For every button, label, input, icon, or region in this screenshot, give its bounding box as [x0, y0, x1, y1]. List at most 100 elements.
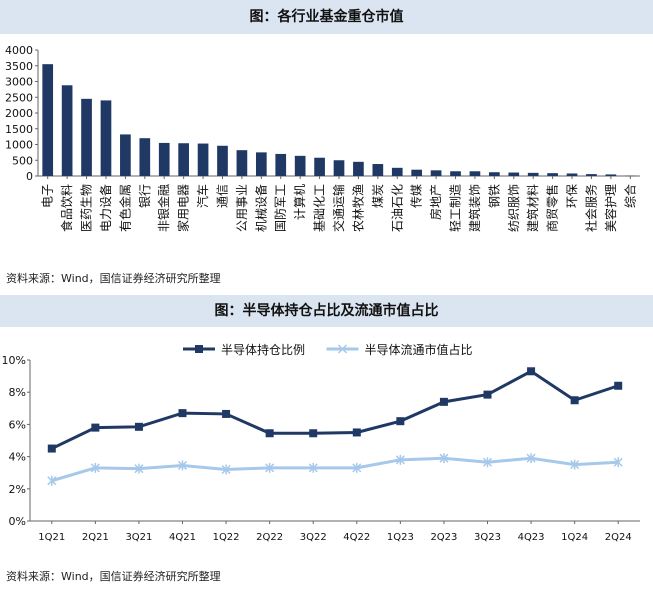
y-tick-label: 0%: [9, 515, 26, 528]
bar: [236, 150, 248, 176]
series-1-point: [134, 422, 143, 431]
bar-chart-industry-holdings: 0 500 1000 1500 2000 2500 3000 3500 4000 电子 食品饮料 医药…: [5, 44, 640, 232]
x-tick-label: 通信: [215, 184, 229, 208]
bar: [353, 161, 364, 176]
series-2-point: [613, 457, 623, 468]
x-tick-label: 商贸零售: [545, 184, 560, 232]
series-2-point: [570, 459, 580, 470]
series-2-point: [308, 462, 318, 473]
bar: [489, 172, 500, 176]
x-tick-label: 医药生物: [80, 184, 94, 232]
x-tick-label: 食品饮料: [59, 184, 74, 232]
series-2-point: [352, 462, 362, 473]
series-2-point: [482, 457, 493, 468]
series-2-point: [134, 463, 144, 474]
y-tick-label: 3000: [5, 76, 33, 89]
y-tick-label: 2500: [5, 91, 33, 104]
x-tick-label: 房地产: [428, 184, 443, 220]
x-tick-label: 综合: [622, 184, 637, 208]
bar: [61, 85, 73, 176]
bar: [314, 157, 325, 176]
series-1-point: [178, 409, 187, 418]
x-tick-label: 1Q24: [561, 532, 588, 543]
bar: [178, 143, 189, 176]
bar: [275, 153, 287, 176]
bar: [158, 142, 170, 176]
bar: [450, 171, 461, 176]
y-tick-label: 8%: [9, 386, 26, 399]
bar: [411, 169, 423, 176]
x-tick-label: 2Q21: [82, 532, 109, 543]
x-tick-label: 4Q22: [343, 532, 370, 543]
bar: [333, 160, 345, 176]
legend-item-2: 半导体流通市值占比: [326, 342, 473, 357]
series-1-point: [265, 429, 274, 438]
series-2-point: [439, 453, 449, 464]
bar: [566, 173, 578, 176]
x-tick-label: 银行: [138, 184, 152, 208]
x-tick-label: 交通运输: [331, 184, 346, 232]
y-tick-label: 6%: [9, 418, 26, 431]
legend-item-1: 半导体持仓比例: [183, 342, 305, 357]
chart1-source: 资料来源：Wind，国信证券经济研究所整理: [6, 272, 221, 285]
x-tick-label: 传媒: [409, 184, 424, 208]
series-1-point: [614, 381, 623, 390]
x-tick-label: 3Q22: [300, 532, 327, 543]
series-2-point: [47, 475, 57, 486]
bar: [624, 175, 636, 177]
x-tick-label: 机械设备: [253, 184, 268, 232]
y-tick-label: 2%: [9, 483, 26, 496]
x-tick-label: 电子: [41, 184, 55, 208]
series-1-point: [527, 367, 536, 376]
x-tick-label: 1Q22: [213, 532, 240, 543]
x-tick-label: 3Q23: [474, 532, 501, 543]
x-tick-label: 基础化工: [313, 184, 327, 232]
series-1-point: [483, 390, 492, 399]
legend-marker: [195, 345, 203, 353]
chart2-title: 图：半导体持仓占比及流通市值占比: [0, 295, 653, 327]
x-tick-label: 煤炭: [371, 184, 385, 208]
x-tick-label: 1Q21: [38, 532, 65, 543]
legend-label: 半导体流通市值占比: [365, 342, 473, 357]
bar: [217, 145, 228, 176]
series-1-point: [396, 417, 405, 426]
x-tick-label: 2Q22: [256, 532, 283, 543]
bar: [42, 64, 54, 176]
bar: [527, 172, 539, 176]
x-tick-label: 建筑装饰: [467, 184, 482, 232]
x-tick-label: 建筑材料: [525, 184, 540, 232]
x-tick-label: 汽车: [195, 184, 210, 208]
x-tick-label: 石油石化: [390, 184, 404, 232]
x-tick-label: 4Q21: [169, 532, 196, 543]
series-1-point: [439, 397, 448, 406]
bar: [372, 164, 384, 176]
bar: [255, 152, 267, 176]
x-tick-label: 2Q23: [430, 532, 457, 543]
series-1-point: [352, 428, 361, 437]
series-1-point: [570, 396, 579, 405]
x-tick-label: 公用事业: [235, 184, 249, 232]
series-2-point: [221, 464, 231, 475]
bar: [120, 134, 131, 176]
x-tick-label: 家用电器: [176, 184, 191, 232]
bar: [508, 172, 520, 176]
x-tick-label: 电力设备: [99, 184, 113, 232]
series-1-point: [222, 409, 231, 418]
x-tick-label: 4Q23: [518, 532, 545, 543]
y-tick-label: 0: [26, 170, 33, 183]
x-tick-label: 计算机: [292, 184, 307, 220]
series-1-point: [47, 444, 56, 453]
x-tick-label: 社会服务: [583, 184, 598, 232]
series-line-2: [51, 456, 619, 483]
series-line-1: [51, 369, 619, 450]
x-tick-label: 轻工制造: [449, 184, 463, 232]
bar: [430, 170, 442, 176]
x-tick-label: 3Q21: [125, 532, 152, 543]
bar: [469, 171, 481, 176]
y-tick-label: 1000: [5, 139, 33, 152]
bar: [547, 173, 558, 176]
x-tick-label: 环保: [565, 184, 579, 208]
bar: [294, 155, 306, 176]
legend-marker: [337, 344, 348, 354]
x-tick-label: 有色金属: [117, 184, 132, 232]
